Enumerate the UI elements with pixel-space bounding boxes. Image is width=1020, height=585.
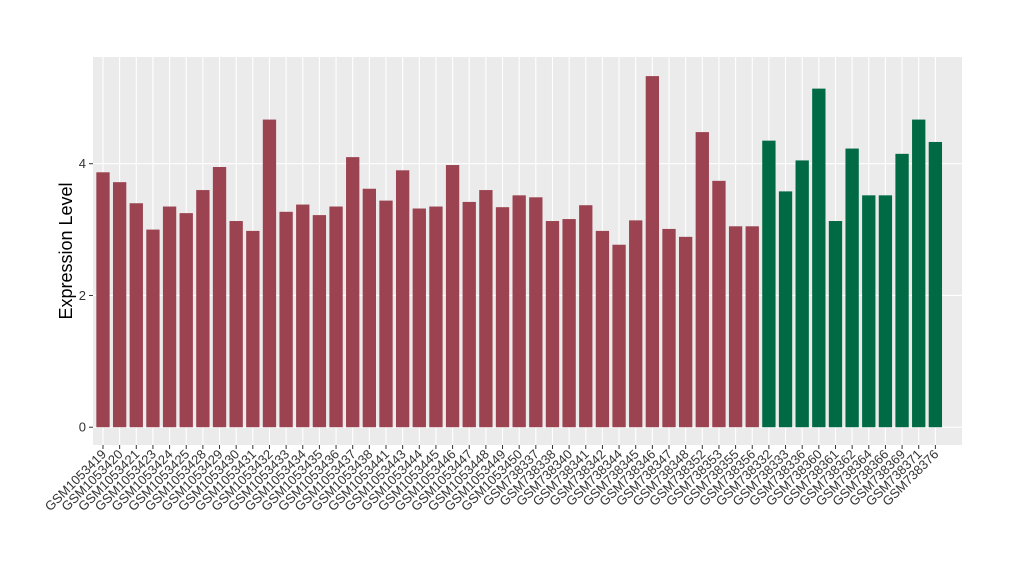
bar xyxy=(162,206,177,428)
bar xyxy=(296,204,310,428)
bar xyxy=(745,226,759,428)
bar xyxy=(878,195,893,428)
bar xyxy=(412,208,426,428)
bar xyxy=(112,182,127,428)
y-axis-label: Expression Level xyxy=(56,182,76,319)
bar xyxy=(828,221,843,428)
bar xyxy=(728,226,743,428)
bar xyxy=(212,167,227,428)
bar xyxy=(362,188,377,428)
bar xyxy=(462,201,476,428)
bar xyxy=(579,205,593,428)
bar xyxy=(845,148,859,428)
bar xyxy=(96,172,110,428)
bar xyxy=(179,213,193,428)
bar xyxy=(612,244,626,428)
bar xyxy=(346,157,360,428)
bar xyxy=(129,203,143,428)
bar xyxy=(279,211,293,428)
bar xyxy=(662,228,676,428)
bar xyxy=(246,230,260,428)
bar xyxy=(912,119,926,428)
bar xyxy=(445,165,460,428)
y-tick-label: 2 xyxy=(79,288,86,303)
bar xyxy=(928,141,943,428)
bar xyxy=(196,190,210,428)
bar xyxy=(778,191,793,428)
bar xyxy=(329,206,343,428)
y-tick-label: 4 xyxy=(79,156,86,171)
bar xyxy=(895,153,909,428)
bar xyxy=(595,230,610,428)
bar xyxy=(862,195,876,428)
bar xyxy=(379,200,393,428)
bar xyxy=(312,215,327,428)
bar xyxy=(695,132,709,428)
bar xyxy=(429,206,443,428)
bar xyxy=(512,195,526,428)
bar xyxy=(229,221,243,428)
bar xyxy=(545,221,560,428)
bar xyxy=(529,197,543,428)
bar xyxy=(712,180,726,428)
bar xyxy=(495,207,510,428)
bar xyxy=(262,119,277,428)
bar xyxy=(645,76,660,428)
bar xyxy=(146,229,160,428)
bar xyxy=(762,140,776,428)
y-tick-label: 0 xyxy=(79,420,86,435)
bar xyxy=(812,88,826,428)
bar xyxy=(562,219,576,428)
bar xyxy=(795,160,809,428)
bar xyxy=(678,236,693,428)
bar xyxy=(395,170,410,428)
bar xyxy=(479,190,493,428)
bar xyxy=(629,220,643,428)
